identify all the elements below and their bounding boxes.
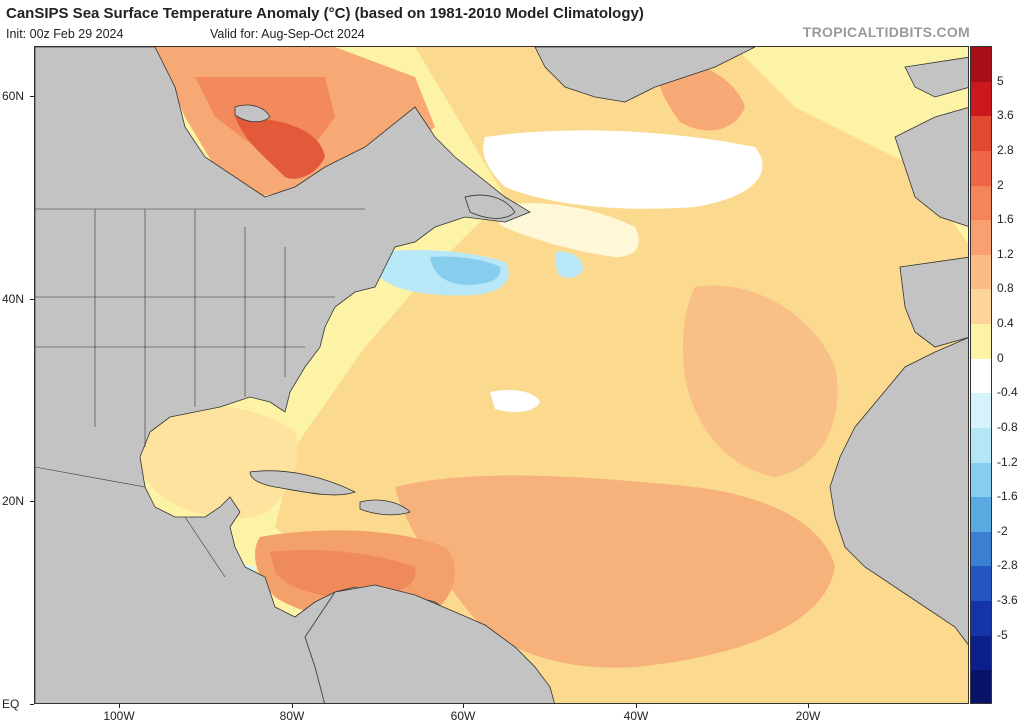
lon-label-40w: 40W [623, 709, 649, 723]
colorbar-label: -0.4 [997, 385, 1018, 400]
africa [829, 337, 968, 646]
colorbar-label: 0 [997, 350, 1004, 365]
colorbar-swatch [971, 497, 991, 533]
colorbar-swatch [971, 185, 991, 222]
iberia [899, 256, 968, 348]
south-america [304, 584, 555, 703]
lat-tick [30, 299, 34, 300]
lat-tick [30, 96, 34, 97]
lat-label-60n: 60N [2, 89, 25, 103]
lon-tick [292, 704, 293, 708]
lat-tick [30, 704, 34, 705]
colorbar-label: -2.8 [997, 558, 1018, 573]
colorbar-swatch [971, 427, 991, 464]
colorbar-swatch [971, 358, 991, 395]
colorbar-swatch [971, 635, 991, 672]
cuba [249, 470, 357, 496]
brand-watermark: TROPICALTIDBITS.COM [802, 24, 970, 40]
colorbar-swatch [971, 566, 991, 603]
colorbar-swatch [971, 462, 991, 499]
lat-label-40n: 40N [2, 292, 25, 306]
colorbar-swatch [971, 81, 991, 118]
colorbar-label: 0.8 [997, 281, 1014, 296]
colorbar-swatch [971, 393, 991, 429]
lon-label-60w: 60W [450, 709, 476, 723]
colorbar-swatch [971, 531, 991, 568]
colorbar-swatch [971, 254, 991, 291]
colorbar-swatch [971, 47, 991, 83]
colorbar-swatch [971, 601, 991, 637]
colorbar-label: 2 [997, 177, 1004, 192]
init-time: Init: 00z Feb 29 2024 [6, 27, 124, 41]
colorbar-swatch [971, 289, 991, 326]
colorbar-label: 0.4 [997, 316, 1014, 331]
hudson-bay-islands [234, 104, 271, 123]
colorbar-label: -1.6 [997, 489, 1018, 504]
lat-label-eq: EQ [2, 697, 20, 711]
lon-tick [463, 704, 464, 708]
lon-label-20w: 20W [795, 709, 821, 723]
colorbar-swatch [971, 150, 991, 187]
newfoundland [464, 194, 516, 219]
colorbar-label: 2.8 [997, 142, 1014, 157]
political-borders [35, 208, 365, 578]
colorbar-label: 5 [997, 73, 1004, 88]
lon-tick [808, 704, 809, 708]
colorbar-swatch [971, 116, 991, 152]
colorbar-label: -1.2 [997, 454, 1018, 469]
colorbar-label: -5 [997, 627, 1008, 642]
iceland [904, 56, 968, 98]
colorbar-label: -3.6 [997, 593, 1018, 608]
colorbar-label: 1.2 [997, 246, 1014, 261]
sst-anomaly-map [34, 46, 969, 704]
valid-period: Valid for: Aug-Sep-Oct 2024 [210, 27, 365, 41]
colorbar-swatch [971, 220, 991, 256]
colorbar-swatch [971, 324, 991, 360]
map-canvas [35, 47, 968, 703]
colorbar [970, 46, 992, 704]
colorbar-label: -0.8 [997, 419, 1018, 434]
colorbar-swatch [971, 670, 991, 703]
lon-label-100w: 100W [103, 709, 135, 723]
lon-tick [636, 704, 637, 708]
lat-tick [30, 501, 34, 502]
chart-title: CanSIPS Sea Surface Temperature Anomaly … [6, 5, 644, 22]
colorbar-label: 1.6 [997, 212, 1014, 227]
colorbar-label: 3.6 [997, 108, 1014, 123]
greenland [534, 47, 756, 103]
land-masses [35, 47, 968, 703]
colorbar-label: -2 [997, 523, 1008, 538]
hispaniola [359, 499, 411, 516]
lon-label-80w: 80W [279, 709, 305, 723]
lat-label-20n: 20N [2, 494, 25, 508]
british-isles [894, 107, 968, 227]
lon-tick [119, 704, 120, 708]
